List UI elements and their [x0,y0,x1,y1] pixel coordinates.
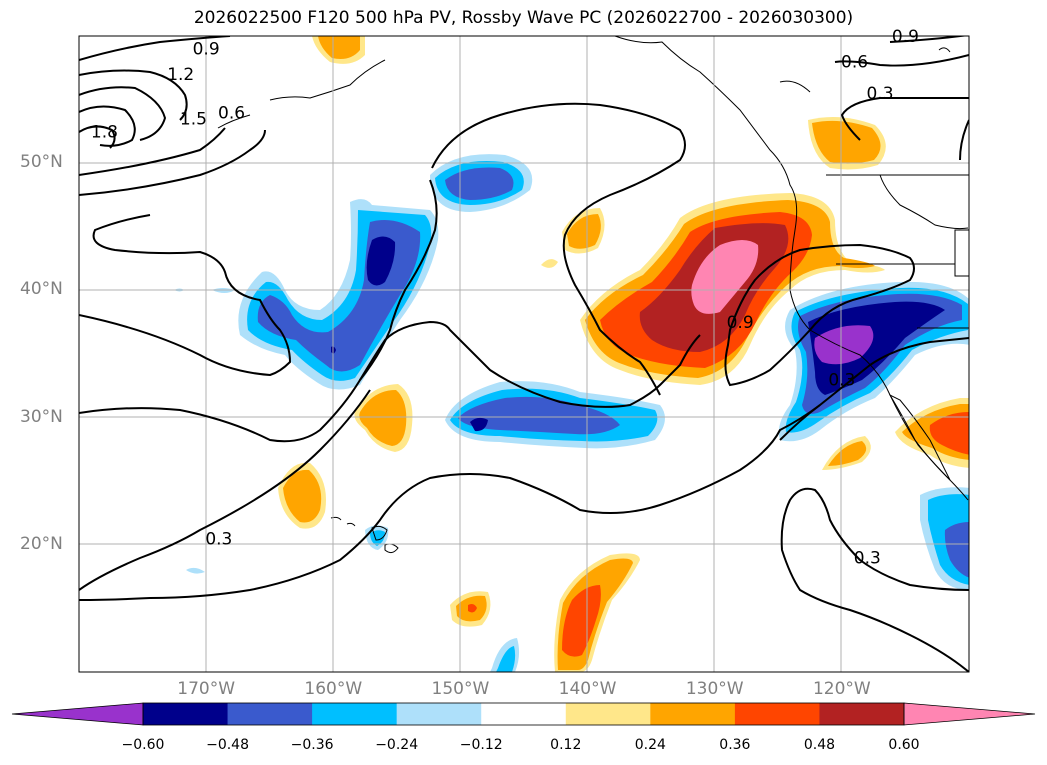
negative-anomaly-mexico [920,487,969,590]
gridlines [79,36,969,672]
colorbar-tick-label: −0.60 [121,737,165,753]
colorbar-tick-label: −0.48 [206,737,249,753]
colorbar-tick-label: 0.24 [634,737,666,753]
colorbar-tick-label: −0.24 [375,737,419,753]
contour-label: 0.6 [218,103,245,123]
colorbar-cell [227,703,313,725]
contour-label: 0.6 [841,52,868,72]
pv-contours [79,36,969,672]
colorbar-tick-label: 0.60 [888,737,920,753]
colorbar-cell [396,703,482,725]
lat-label: 50°N [20,152,63,173]
negative-anomaly-west [238,199,439,390]
map-title: 2026022500 F120 500 hPa PV, Rossby Wave … [193,8,854,28]
lon-label: 160°W [304,679,363,699]
contour-label: 1.5 [180,110,207,130]
lon-label: 150°W [431,679,490,699]
colorbar-tick-label: −0.36 [290,737,334,753]
contour-label: 0.3 [828,370,855,390]
contour-label: 0.3 [854,549,881,569]
colorbar-cell [312,703,398,725]
contour-label: 0.9 [727,313,754,333]
colorbar-tick-label: 0.12 [550,737,582,753]
lon-label: 140°W [558,679,617,699]
lat-label: 20°N [20,533,63,554]
colorbar-tick-label: 0.36 [719,737,751,753]
colorbar-cell [734,703,820,725]
negative-anomaly-central [445,381,665,449]
colorbar [11,702,1036,726]
contour-label: 1.2 [167,65,194,85]
positive-anomaly-south [554,553,640,672]
colorbar-cell [650,703,736,725]
lon-label: 170°W [177,679,236,699]
contour-label: 0.9 [892,27,919,47]
colorbar-cell [481,703,567,725]
colorbar-tick-label: −0.12 [459,737,503,753]
colorbar-cell [819,703,905,725]
contour-label: 0.3 [866,84,893,104]
colorbar-cell [565,703,651,725]
lon-label: 130°W [685,679,744,699]
lat-label: 40°N [20,279,63,300]
colorbar-extend-max [903,702,1036,726]
colorbar-tick-label: 0.48 [803,737,836,753]
contour-label: 1.8 [91,122,118,142]
colorbar-cell [143,703,229,725]
contour-label: 0.3 [205,529,232,549]
negative-anomaly-north [430,154,533,212]
colorbar-extend-min [11,702,144,726]
contour-label: 0.9 [193,40,220,60]
map-frame [78,35,970,673]
coastlines [217,36,969,554]
lon-label: 120°W [812,679,871,699]
contour-labels: 0.9 1.2 1.5 1.8 0.6 0.9 0.6 0.3 0.3 0.9 0.3 0.3 [91,27,919,569]
lat-label: 30°N [20,406,63,427]
